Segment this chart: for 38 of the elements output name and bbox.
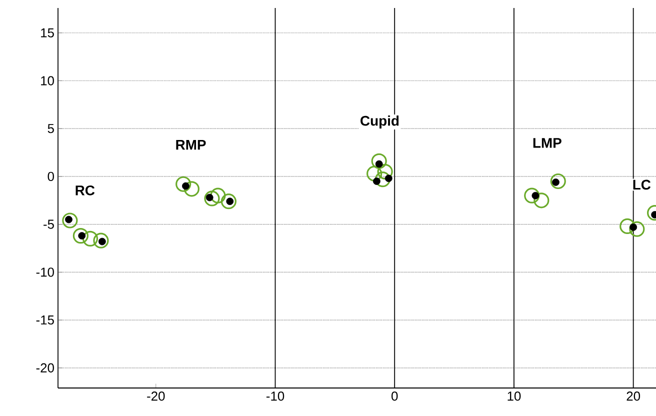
point [534,192,550,208]
annotation: LMP [533,138,562,148]
annotation: Cupid [360,115,399,128]
point [210,188,226,204]
point [72,228,88,244]
point [629,221,645,237]
point [220,194,236,210]
y-tick-label: 15 [41,28,54,38]
point [93,232,109,248]
x-tick-label: 10 [508,392,521,401]
point [374,172,390,188]
point [176,176,192,192]
annotation: RC [76,185,95,196]
point [204,190,220,206]
x-tick-label: -20 [147,392,165,401]
point [550,173,566,190]
point [384,174,392,182]
point [62,212,78,228]
x-tick-label: -10 [266,392,284,401]
point [524,188,540,204]
point [371,153,387,169]
y-tick-label: 0 [48,172,54,182]
point [82,230,98,246]
annotation: RMP [176,140,206,150]
point [377,164,393,180]
y-tick-label: 10 [41,76,54,86]
y-tick-label: -20 [36,363,54,372]
annotation: LC [633,180,651,190]
y-tick-label: -10 [36,268,54,277]
x-tick-label: 20 [626,392,640,401]
y-tick-label: -15 [36,316,54,325]
y-tick-label: -5 [44,220,54,229]
x-tick-label: 0 [392,392,398,401]
point [620,218,636,234]
point [184,181,200,197]
point [373,178,380,185]
y-tick-label: 5 [48,124,54,134]
point [366,166,382,182]
